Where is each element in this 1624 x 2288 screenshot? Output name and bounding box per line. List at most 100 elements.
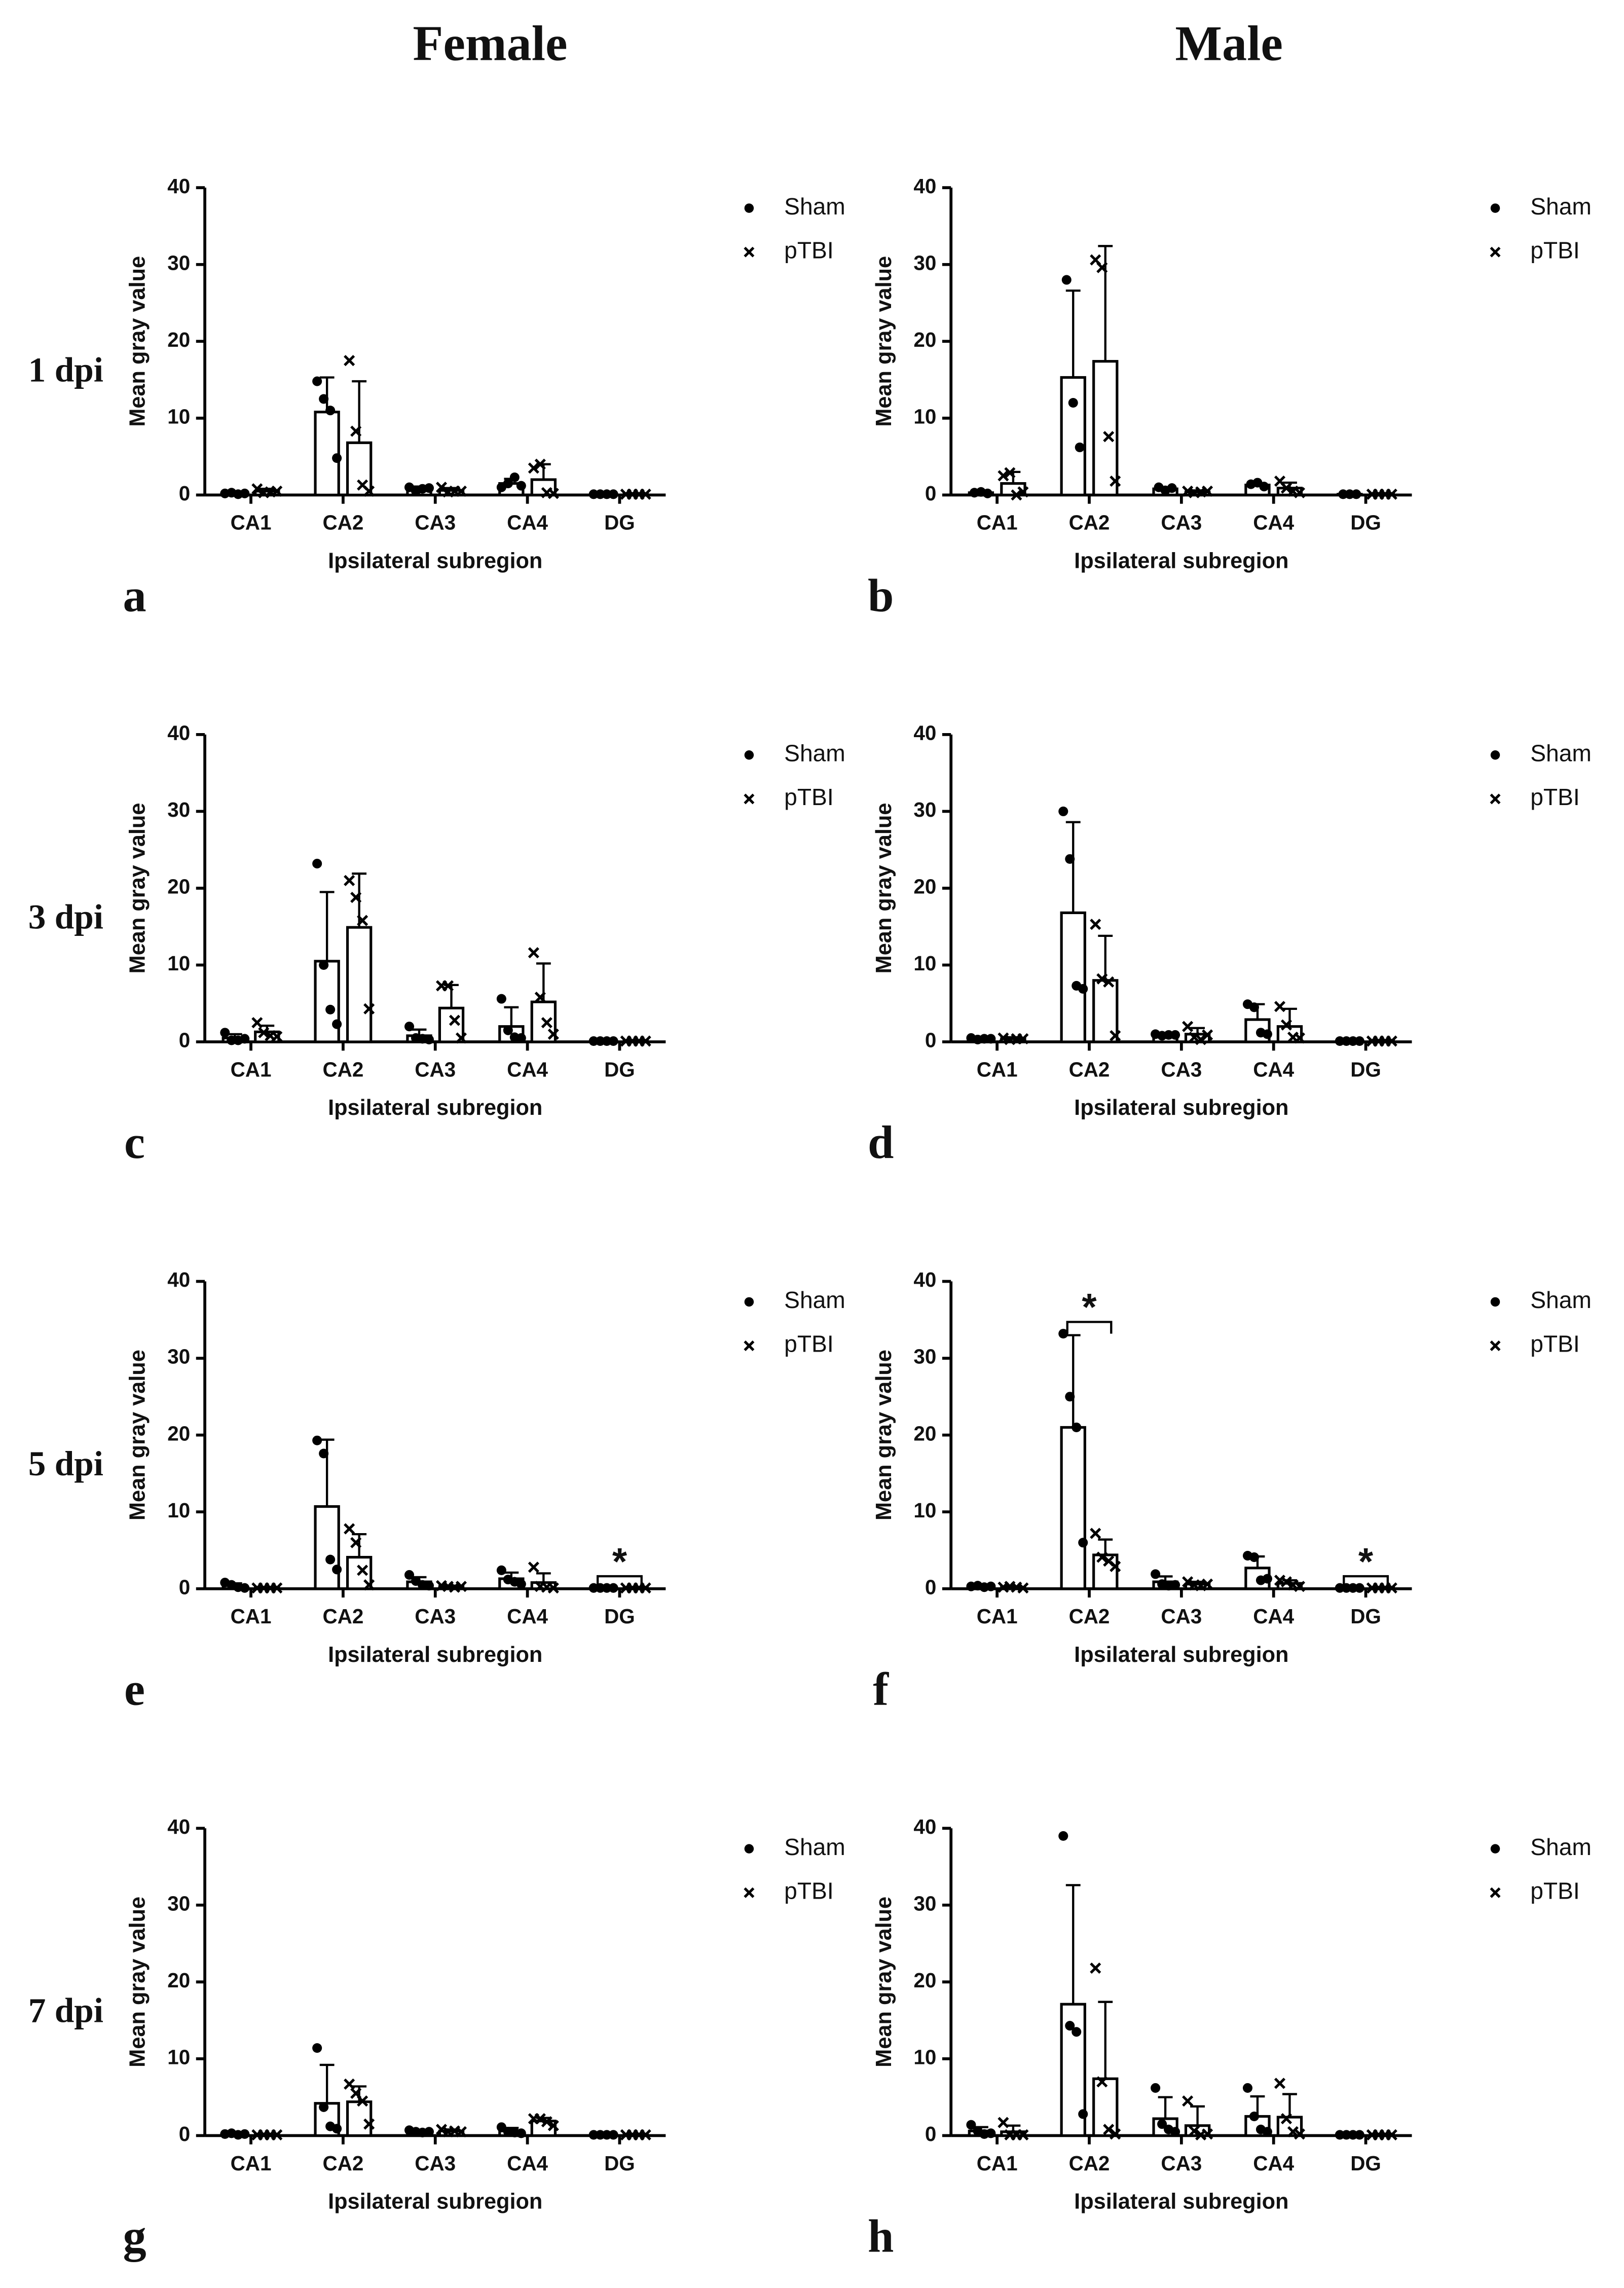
data-point bbox=[1201, 485, 1213, 497]
data-point bbox=[319, 2102, 329, 2112]
data-point bbox=[258, 1027, 270, 1038]
legend-marker bbox=[744, 1297, 754, 1307]
data-point bbox=[332, 453, 342, 463]
data-point bbox=[424, 1581, 434, 1591]
row-label: 5 dpi bbox=[28, 1444, 103, 1483]
x-tick-label: CA4 bbox=[1253, 1605, 1294, 1628]
y-tick-label: 20 bbox=[913, 875, 936, 898]
panel-label: f bbox=[873, 1663, 889, 1715]
x-axis-label: Ipsilateral subregion bbox=[328, 549, 542, 573]
data-point bbox=[547, 1582, 559, 1594]
data-point bbox=[516, 1579, 526, 1589]
data-point bbox=[1280, 1019, 1293, 1031]
error-bar bbox=[319, 2063, 335, 2103]
x-tick-label: CA1 bbox=[231, 1605, 272, 1628]
x-axis-label: Ipsilateral subregion bbox=[328, 1096, 542, 1120]
data-point bbox=[966, 2120, 976, 2130]
data-point bbox=[251, 1017, 263, 1029]
legend-label: Sham bbox=[1530, 1834, 1592, 1860]
data-point bbox=[312, 2043, 322, 2053]
x-tick-label: CA3 bbox=[415, 511, 456, 534]
y-tick-label: 30 bbox=[167, 1892, 190, 1915]
data-point bbox=[534, 458, 546, 470]
data-point bbox=[1242, 2083, 1252, 2093]
data-point bbox=[640, 2129, 651, 2140]
data-point bbox=[509, 472, 520, 483]
y-tick-label: 30 bbox=[913, 798, 936, 821]
data-point bbox=[986, 2128, 996, 2138]
significance-bracket bbox=[1343, 1575, 1389, 1588]
y-tick-label: 20 bbox=[167, 328, 190, 351]
data-point bbox=[220, 1028, 230, 1038]
error-bar bbox=[1098, 934, 1113, 980]
data-point bbox=[1262, 1029, 1272, 1039]
x-axis-label: Ipsilateral subregion bbox=[1074, 2190, 1288, 2214]
data-point bbox=[1058, 806, 1068, 816]
x-tick-label: CA1 bbox=[977, 2152, 1018, 2175]
data-point bbox=[1280, 1576, 1293, 1588]
x-tick-label: CA2 bbox=[1069, 2152, 1110, 2175]
y-tick-label: 10 bbox=[167, 1499, 190, 1522]
error-bar bbox=[1065, 289, 1081, 378]
data-point bbox=[1103, 976, 1115, 988]
data-point bbox=[1065, 2021, 1075, 2031]
data-point bbox=[1274, 1001, 1286, 1012]
data-point bbox=[1294, 487, 1305, 498]
x-tick-label: CA3 bbox=[415, 2152, 456, 2175]
data-point bbox=[319, 1448, 329, 1459]
data-point bbox=[240, 488, 250, 498]
x-tick-label: CA2 bbox=[322, 2152, 363, 2175]
data-point bbox=[1354, 1583, 1364, 1593]
bar bbox=[314, 960, 340, 1043]
y-tick-label: 0 bbox=[179, 2122, 190, 2146]
error-bar bbox=[1282, 1007, 1297, 1027]
data-point bbox=[312, 1435, 322, 1445]
x-axis-label: Ipsilateral subregion bbox=[328, 1643, 542, 1667]
data-point bbox=[640, 488, 651, 500]
legend-marker bbox=[1490, 246, 1501, 258]
x-axis-label: Ipsilateral subregion bbox=[1074, 549, 1288, 573]
data-point bbox=[982, 488, 992, 498]
panel-label: h bbox=[868, 2210, 894, 2262]
significance-bracket bbox=[1066, 1321, 1113, 1334]
y-tick-label: 10 bbox=[913, 405, 936, 428]
data-point bbox=[608, 2130, 618, 2140]
data-point bbox=[1072, 2027, 1082, 2037]
legend-marker bbox=[1490, 1340, 1501, 1352]
y-tick-label: 40 bbox=[167, 1268, 190, 1291]
x-tick-label: CA1 bbox=[231, 2152, 272, 2175]
legend-label: pTBI bbox=[784, 784, 834, 810]
data-point bbox=[404, 1022, 415, 1032]
significance-label: * bbox=[1358, 1540, 1374, 1583]
data-point bbox=[986, 1034, 996, 1044]
panel-label: d bbox=[868, 1116, 894, 1168]
data-point bbox=[1110, 1560, 1121, 1572]
legend-label: pTBI bbox=[784, 1877, 834, 1904]
data-point bbox=[1262, 2127, 1272, 2137]
y-tick-label: 40 bbox=[913, 1268, 936, 1291]
data-point bbox=[1058, 1831, 1068, 1841]
data-point bbox=[608, 1036, 618, 1046]
data-point bbox=[1058, 1329, 1068, 1339]
data-point bbox=[442, 980, 454, 992]
bar bbox=[346, 2100, 373, 2137]
data-point bbox=[1110, 1030, 1121, 1041]
x-tick-label: CA2 bbox=[322, 1605, 363, 1628]
x-tick-label: CA3 bbox=[1161, 1058, 1202, 1081]
x-tick-label: DG bbox=[604, 2152, 635, 2175]
data-point bbox=[357, 2095, 368, 2107]
column-title: Female bbox=[413, 16, 567, 71]
data-point bbox=[1280, 482, 1293, 494]
y-tick-label: 20 bbox=[167, 1422, 190, 1445]
x-tick-label: CA2 bbox=[1069, 1058, 1110, 1081]
bar bbox=[346, 441, 373, 496]
data-point bbox=[271, 1582, 283, 1594]
y-tick-label: 30 bbox=[913, 251, 936, 274]
data-point bbox=[424, 2127, 434, 2137]
data-point bbox=[1189, 2125, 1200, 2137]
data-point bbox=[1065, 1392, 1075, 1402]
data-point bbox=[1262, 1574, 1272, 1584]
data-point bbox=[455, 1581, 467, 1592]
data-point bbox=[1078, 1538, 1088, 1548]
